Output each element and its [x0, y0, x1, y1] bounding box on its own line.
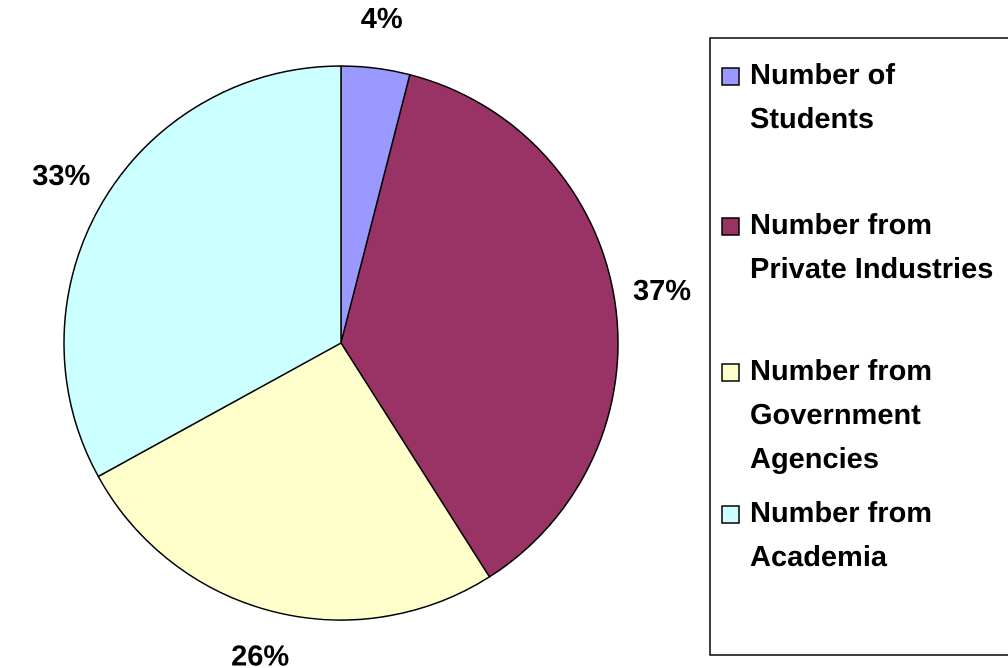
data-label: 26%	[231, 640, 289, 668]
pie-slice	[97, 342, 491, 621]
legend-label: Number from Government Agencies	[750, 355, 940, 475]
legend-swatch	[721, 505, 740, 524]
legend-swatch	[721, 363, 740, 382]
data-label: 33%	[32, 160, 90, 192]
legend-label: Number of Students	[750, 59, 903, 135]
pie-slice	[63, 65, 342, 478]
legend-swatch	[721, 217, 740, 236]
legend-box	[709, 37, 1008, 656]
legend-label: Number from Private Industries	[750, 209, 993, 285]
legend-swatch	[721, 67, 740, 86]
data-label: 4%	[361, 3, 403, 35]
legend-label: Number from Academia	[750, 497, 940, 573]
data-label: 37%	[633, 275, 691, 307]
